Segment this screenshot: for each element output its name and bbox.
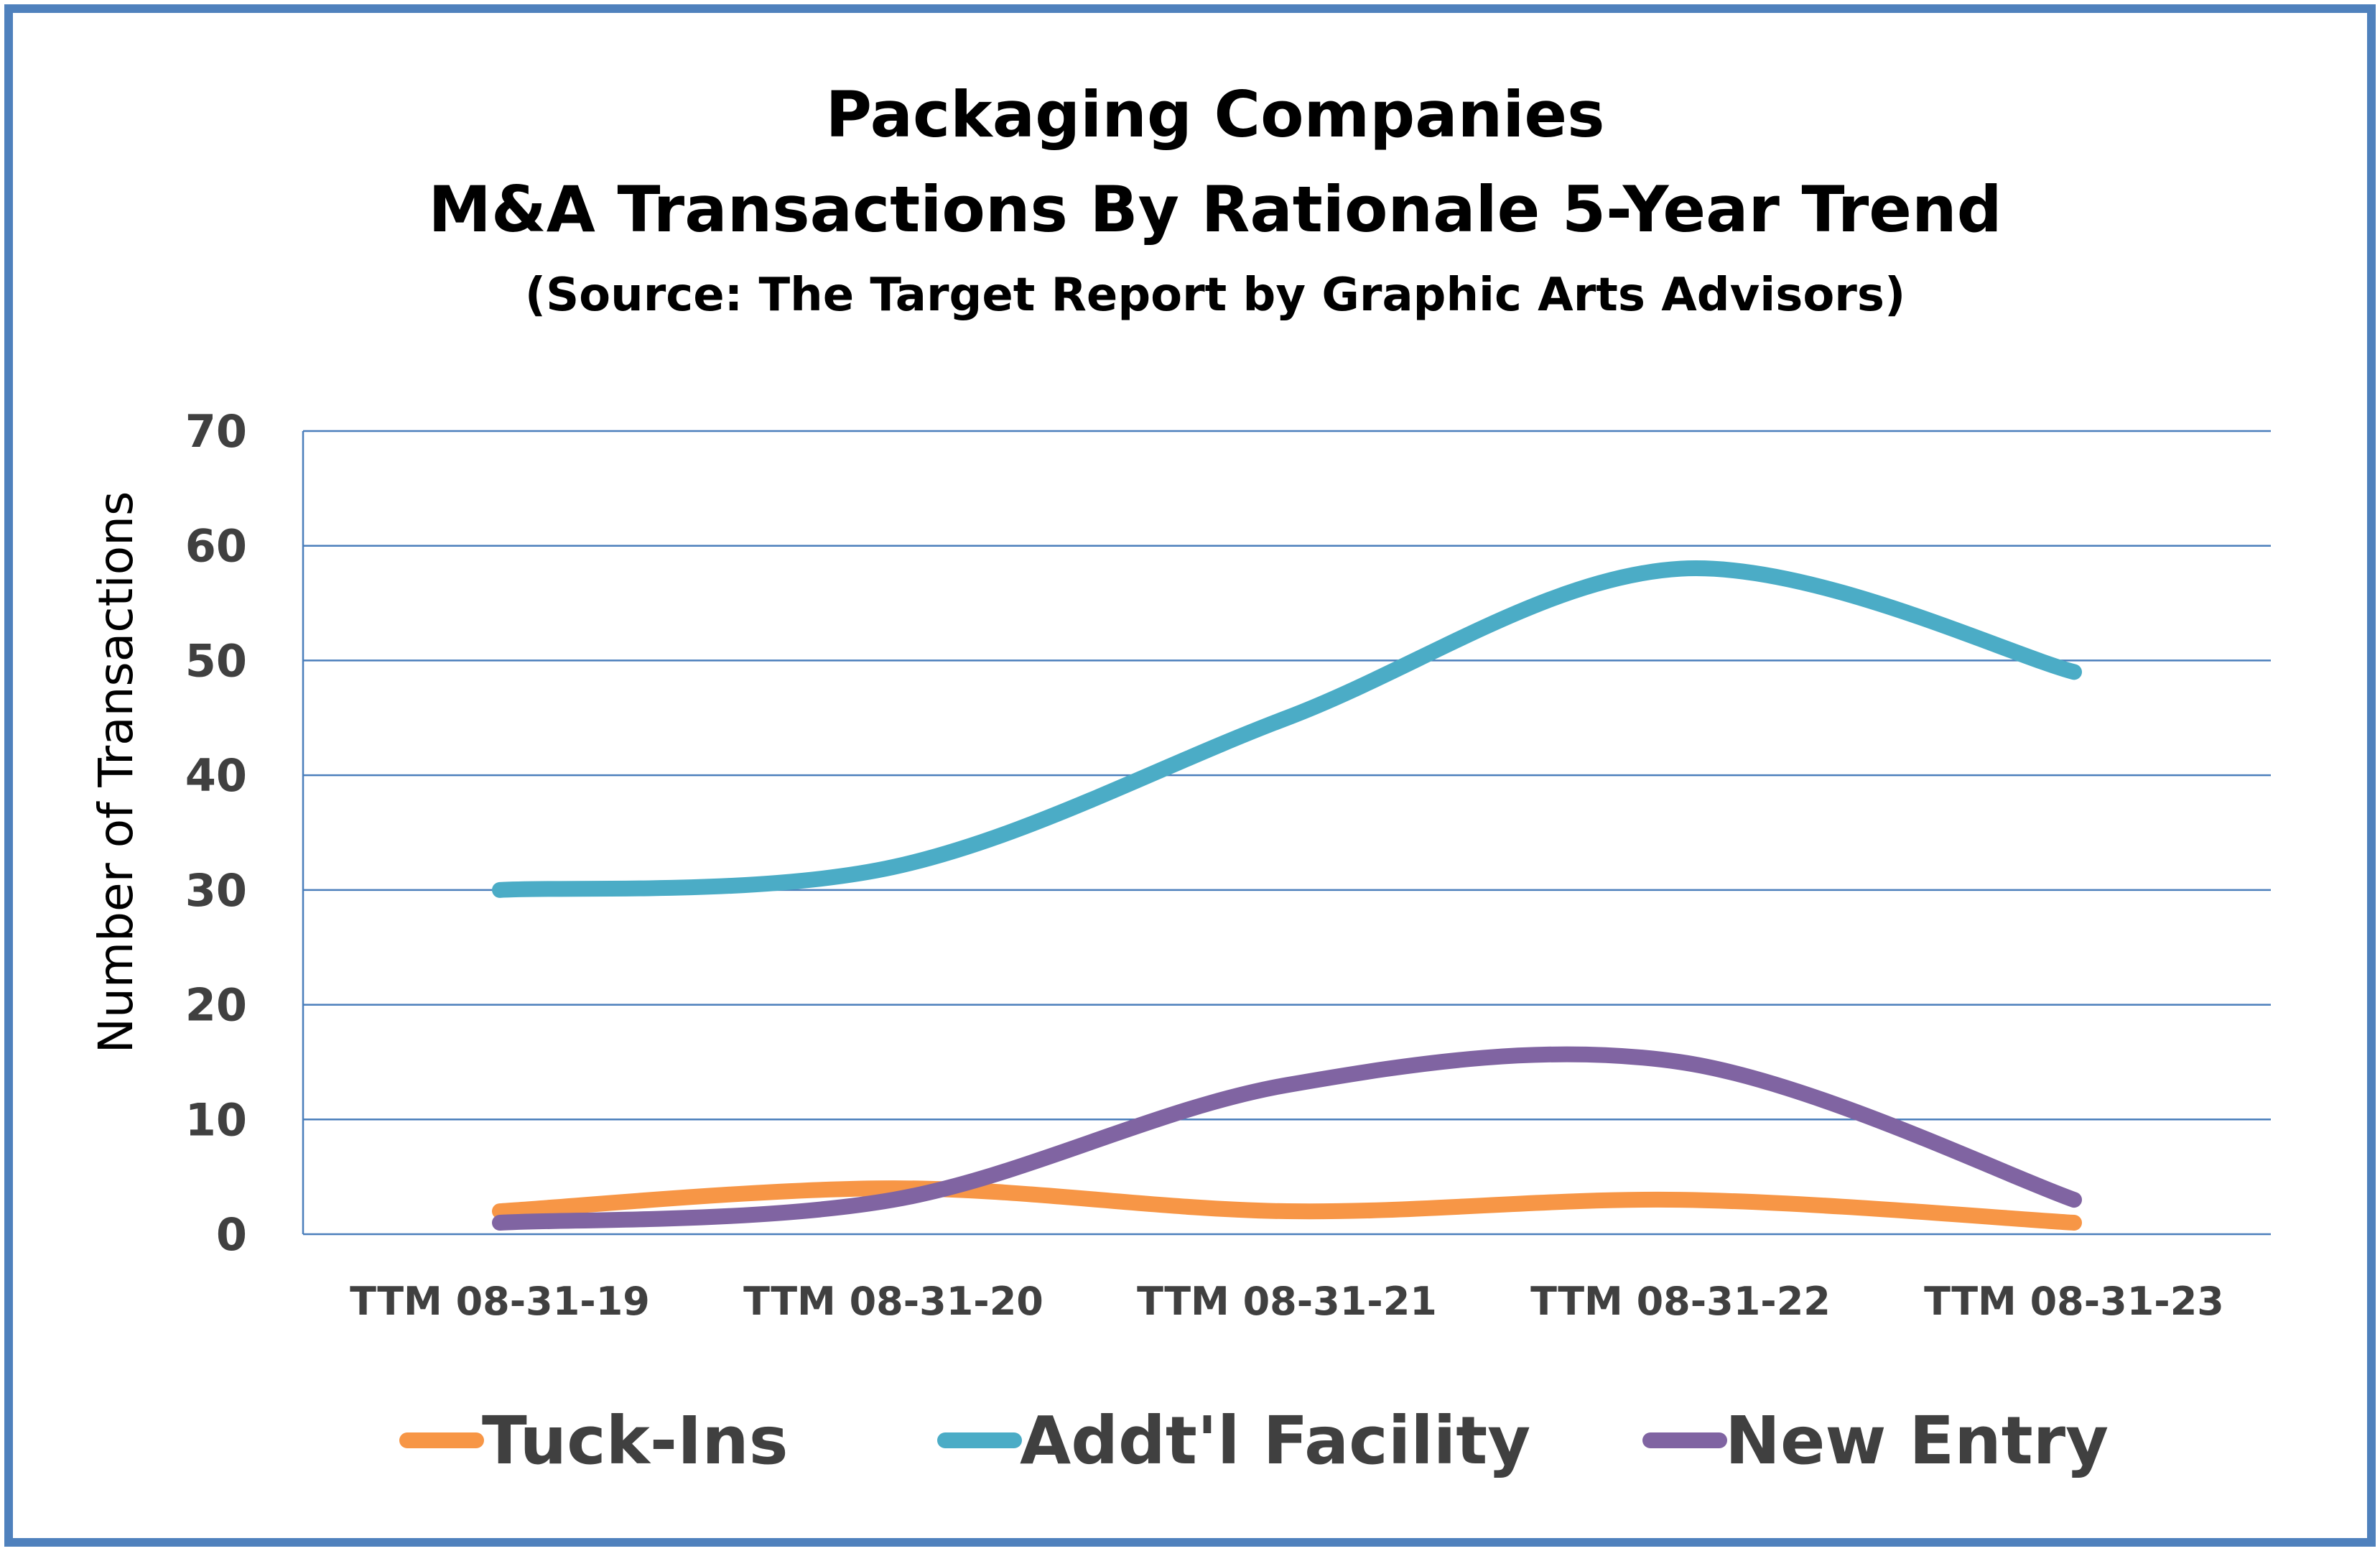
y-tick-labels: 0 10 20 30 40 50 60 70: [185, 405, 247, 1261]
y-axis-label: Number of Transactions: [88, 491, 144, 1054]
chart-title: Packaging Companies: [825, 78, 1604, 152]
y-tick-label: 60: [185, 520, 247, 573]
chart-subtitle: (Source: The Target Report by Graphic Ar…: [525, 269, 1905, 322]
series-line-addt-l-facility: [492, 560, 2082, 898]
series-layer: [492, 560, 2082, 1231]
legend-label-new-entry: New Entry: [1725, 1402, 2109, 1479]
y-tick-label: 70: [185, 405, 247, 458]
y-tick-label: 40: [185, 749, 247, 802]
x-tick-label: TTM 08-31-21: [1137, 1279, 1437, 1324]
legend: Tuck-Ins Addt'l Facility New Entry: [399, 1402, 2109, 1479]
x-tick-label: TTM 08-31-20: [743, 1279, 1043, 1324]
y-tick-label: 20: [185, 979, 247, 1032]
x-tick-label: TTM 08-31-19: [350, 1279, 650, 1324]
y-tick-label: 10: [185, 1093, 247, 1146]
x-tick-label: TTM 08-31-22: [1530, 1279, 1831, 1324]
chart-title-block: Packaging Companies M&A Transactions By …: [428, 78, 2002, 322]
chart-title-line2: M&A Transactions By Rationale 5-Year Tre…: [428, 172, 2002, 246]
series-line-new-entry: [492, 1046, 2082, 1231]
legend-label-addt-l-facility: Addt'l Facility: [1020, 1402, 1530, 1479]
y-tick-label: 50: [185, 634, 247, 687]
series-line-tuck-ins: [492, 1180, 2082, 1231]
x-tick-labels: TTM 08-31-19 TTM 08-31-20 TTM 08-31-21 TTM …: [350, 1279, 2224, 1324]
grid-layer: [302, 430, 2271, 1236]
y-tick-label: 0: [216, 1208, 247, 1261]
x-tick-label: TTM 08-31-23: [1924, 1279, 2224, 1324]
y-tick-label: 30: [185, 864, 247, 917]
legend-label-tuck-ins: Tuck-Ins: [482, 1402, 789, 1479]
